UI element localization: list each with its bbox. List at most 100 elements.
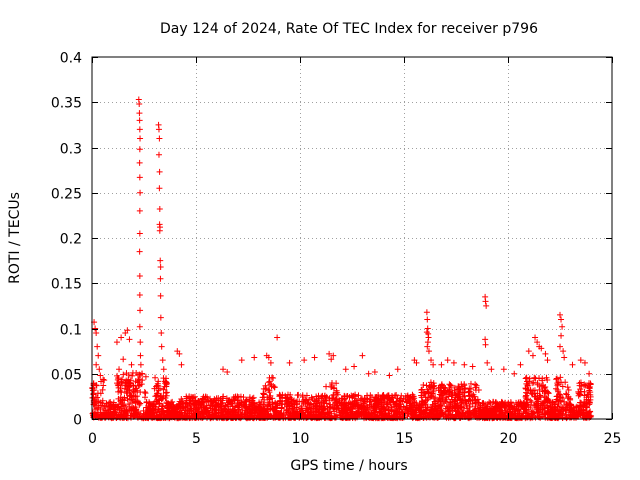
x-tick-label: 25 (604, 431, 622, 447)
data-point (359, 406, 366, 413)
data-point (367, 396, 374, 403)
data-point (142, 390, 149, 397)
data-point (94, 343, 101, 350)
data-point (95, 352, 102, 359)
data-point (529, 380, 536, 387)
data-point (564, 384, 571, 391)
data-point (266, 394, 273, 401)
data-point (155, 406, 162, 413)
data-point (134, 371, 141, 378)
data-point (97, 372, 104, 379)
data-point (419, 386, 426, 393)
data-point (382, 395, 389, 402)
y-tick-label: 0.15 (51, 277, 82, 293)
data-point (318, 399, 325, 406)
data-point (160, 366, 167, 373)
data-point (136, 273, 143, 280)
data-point (544, 357, 551, 364)
data-point (583, 394, 590, 401)
data-point (522, 385, 529, 392)
data-point (149, 406, 156, 413)
data-point (201, 413, 208, 420)
data-point (517, 361, 524, 368)
data-point (129, 399, 136, 406)
data-point (126, 379, 133, 386)
data-point (342, 366, 349, 373)
data-point (276, 412, 283, 419)
data-point (363, 411, 370, 418)
data-point (458, 412, 465, 419)
data-point (527, 404, 534, 411)
data-point (373, 406, 380, 413)
data-point (429, 390, 436, 397)
data-point (429, 384, 436, 391)
data-point (104, 407, 111, 414)
data-point (553, 385, 560, 392)
data-point (542, 414, 549, 421)
data-point (208, 398, 215, 405)
data-point (430, 395, 437, 402)
data-point (578, 388, 585, 395)
data-point (393, 392, 400, 399)
data-point (125, 371, 132, 378)
data-point (96, 366, 103, 373)
data-point (127, 396, 134, 403)
data-point (438, 410, 445, 417)
data-point (100, 382, 107, 389)
data-point (484, 359, 491, 366)
data-point (161, 411, 168, 418)
data-point (145, 402, 152, 409)
data-point (535, 402, 542, 409)
data-point (136, 117, 143, 124)
data-point (431, 414, 438, 421)
data-point (558, 332, 565, 339)
data-point (159, 395, 166, 402)
data-point (386, 372, 393, 379)
data-point (365, 370, 372, 377)
data-point (307, 407, 314, 414)
data-point (138, 415, 145, 422)
data-point (546, 400, 553, 407)
data-point (159, 357, 166, 364)
data-point (315, 395, 322, 402)
data-point (136, 146, 143, 153)
data-point (314, 404, 321, 411)
data-point (400, 411, 407, 418)
x-tick-label: 20 (500, 431, 518, 447)
data-point (265, 379, 272, 386)
grid-layer (92, 57, 612, 419)
data-point (155, 151, 162, 158)
data-point (529, 414, 536, 421)
data-point (283, 406, 290, 413)
data-point (232, 393, 239, 400)
data-point (469, 393, 476, 400)
data-point (577, 391, 584, 398)
data-point (174, 411, 181, 418)
data-point (468, 412, 475, 419)
data-point (261, 396, 268, 403)
data-point (527, 397, 534, 404)
data-point (498, 403, 505, 410)
data-point (561, 354, 568, 361)
data-point (430, 388, 437, 395)
data-point (484, 415, 491, 422)
data-point (136, 110, 143, 117)
data-point (137, 307, 144, 314)
data-point (500, 366, 507, 373)
data-point (456, 391, 463, 398)
data-point (404, 393, 411, 400)
data-point (472, 381, 479, 388)
data-point (95, 398, 102, 405)
data-point (251, 354, 258, 361)
data-point (273, 404, 280, 411)
y-axis-label: ROTI / TECUs (7, 192, 23, 284)
data-point (220, 412, 227, 419)
data-point (437, 402, 444, 409)
data-point (423, 309, 430, 316)
data-point (450, 359, 457, 366)
data-point (114, 372, 121, 379)
data-point (531, 390, 538, 397)
data-point (539, 377, 546, 384)
data-point (142, 373, 149, 380)
data-point (223, 408, 230, 415)
